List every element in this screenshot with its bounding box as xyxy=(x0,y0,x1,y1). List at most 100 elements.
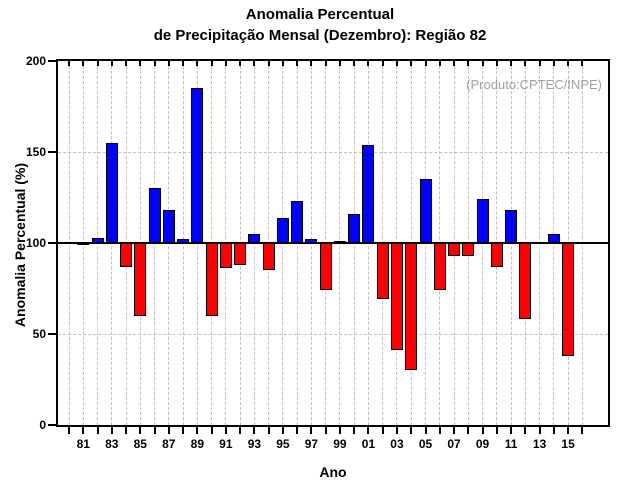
bar-94 xyxy=(262,243,275,271)
top-frame-tick xyxy=(524,61,527,66)
bar-92 xyxy=(234,243,247,265)
bar-89 xyxy=(191,88,204,243)
bar-93 xyxy=(248,233,261,243)
top-frame-tick xyxy=(410,61,413,66)
x-tick-label: 87 xyxy=(162,437,176,451)
top-frame-tick xyxy=(567,61,570,66)
y-tick-label: 150 xyxy=(25,145,46,159)
top-frame-tick xyxy=(139,61,142,66)
x-tick xyxy=(324,427,327,434)
x-tick-label: 89 xyxy=(190,437,204,451)
bar-11 xyxy=(505,210,518,243)
bar-08 xyxy=(462,243,475,256)
x-axis-title: Ano xyxy=(319,464,347,480)
x-tick xyxy=(224,427,227,434)
top-frame-tick xyxy=(253,61,256,66)
top-frame-tick xyxy=(353,61,356,66)
x-tick xyxy=(281,427,284,434)
source-label: (Produto:CPTEC/INPE) xyxy=(466,77,602,92)
top-frame-tick xyxy=(281,61,284,66)
top-frame-tick xyxy=(153,61,156,66)
x-tick xyxy=(481,427,484,434)
x-tick xyxy=(68,427,70,434)
y-gridline xyxy=(58,334,608,335)
x-tick xyxy=(438,427,441,434)
top-frame-tick xyxy=(467,61,470,66)
top-frame-tick xyxy=(424,61,427,66)
top-frame-tick xyxy=(495,61,498,66)
bar-00 xyxy=(348,213,361,243)
top-frame-tick xyxy=(167,61,170,66)
top-frame-tick xyxy=(82,61,85,66)
x-tick xyxy=(210,427,213,434)
top-frame-tick xyxy=(552,61,555,66)
top-frame-tick xyxy=(538,61,541,66)
bar-81 xyxy=(77,243,90,245)
x-tick xyxy=(552,427,555,434)
chart-title: Anomalia Percentual de Precipitação Mens… xyxy=(0,4,640,46)
x-tick-label: 03 xyxy=(390,437,404,451)
bar-99 xyxy=(333,241,346,244)
x-tick xyxy=(82,427,85,434)
x-tick-label: 99 xyxy=(333,437,347,451)
x-tick xyxy=(367,427,370,434)
y-tick xyxy=(48,424,56,426)
top-frame-tick xyxy=(481,61,484,66)
x-tick-label: 97 xyxy=(304,437,319,451)
x-tick xyxy=(538,427,541,434)
x-tick-label: 15 xyxy=(561,437,575,451)
top-frame-tick xyxy=(96,61,99,66)
x-tick xyxy=(395,427,398,434)
bar-96 xyxy=(291,201,304,243)
bar-01 xyxy=(362,144,375,243)
bar-87 xyxy=(162,210,175,243)
x-tick xyxy=(110,427,113,434)
top-frame-tick xyxy=(395,61,398,66)
bar-90 xyxy=(205,243,218,316)
x-tick xyxy=(524,427,527,434)
top-frame-tick xyxy=(367,61,370,66)
x-tick-label: 05 xyxy=(418,437,433,451)
x-tick-label: 93 xyxy=(247,437,262,451)
x-tick xyxy=(310,427,313,434)
top-frame-tick xyxy=(239,61,242,66)
top-frame-tick xyxy=(310,61,313,66)
x-tick xyxy=(239,427,242,434)
x-tick-label: 95 xyxy=(276,437,290,451)
x-tick xyxy=(567,427,570,434)
bar-82 xyxy=(91,237,104,243)
top-frame-tick xyxy=(581,61,584,66)
top-frame-tick xyxy=(453,61,456,66)
y-gridline xyxy=(58,152,608,153)
bar-04 xyxy=(405,243,418,371)
y-tick xyxy=(48,242,56,244)
x-tick xyxy=(125,427,128,434)
top-frame-tick xyxy=(68,61,70,66)
bar-10 xyxy=(490,243,503,267)
x-tick xyxy=(182,427,185,434)
top-frame-tick xyxy=(125,61,128,66)
bar-05 xyxy=(419,179,432,243)
bar-84 xyxy=(120,243,133,267)
bar-03 xyxy=(390,243,403,351)
chart-title-line1: Anomalia Percentual xyxy=(245,6,395,23)
bar-07 xyxy=(448,243,461,256)
bar-83 xyxy=(105,142,118,243)
x-tick-label: 13 xyxy=(532,437,547,451)
top-frame-tick xyxy=(338,61,341,66)
y-axis-title: Anomalia Percentual (%) xyxy=(12,162,28,328)
y-tick xyxy=(48,151,56,153)
x-tick-label: 81 xyxy=(76,437,90,451)
bar-97 xyxy=(305,239,318,243)
y-tick-label: 50 xyxy=(32,327,46,341)
x-tick-label: 91 xyxy=(219,437,233,451)
x-tick-label: 09 xyxy=(475,437,490,451)
x-tick xyxy=(510,427,513,434)
x-tick xyxy=(139,427,142,434)
x-tick-label: 07 xyxy=(447,437,461,451)
x-tick xyxy=(253,427,256,434)
top-frame-tick xyxy=(182,61,185,66)
x-tick xyxy=(424,427,427,434)
bar-91 xyxy=(219,243,232,269)
